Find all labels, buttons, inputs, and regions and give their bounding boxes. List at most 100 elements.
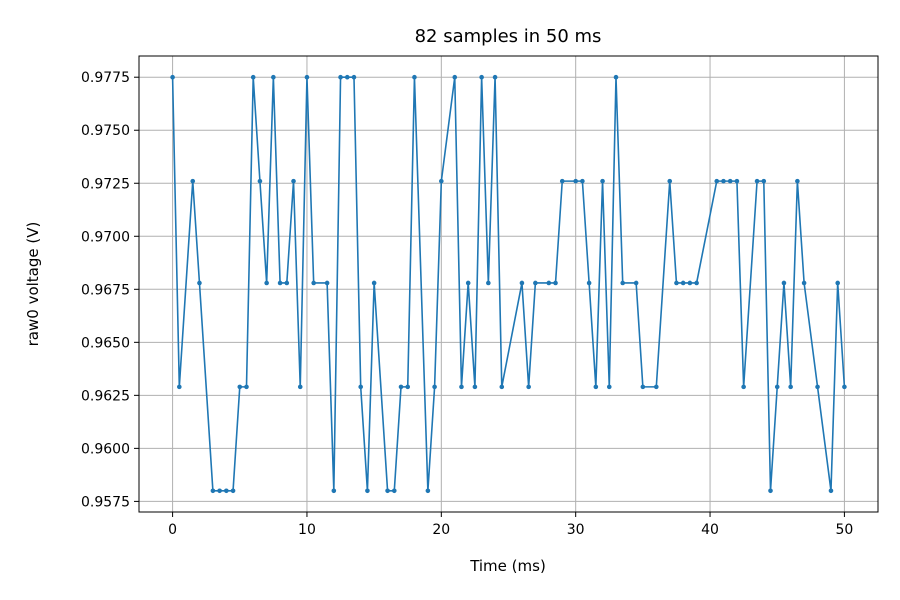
series-layer: [170, 74, 847, 494]
data-point: [667, 178, 673, 184]
data-point: [365, 488, 370, 494]
y-tick-label: 0.9750: [81, 123, 130, 139]
data-point: [331, 488, 337, 494]
data-point: [324, 280, 330, 286]
data-point: [479, 74, 484, 80]
data-point: [633, 280, 639, 286]
data-point: [526, 384, 531, 390]
data-point: [600, 178, 605, 184]
data-point: [674, 280, 679, 286]
y-tick-label: 0.9625: [81, 388, 130, 404]
data-point: [439, 178, 444, 184]
data-point: [190, 178, 196, 184]
data-point: [754, 178, 760, 184]
data-point: [344, 74, 350, 80]
x-tick-label: 30: [567, 522, 585, 538]
data-point: [580, 178, 585, 184]
data-point: [177, 384, 182, 390]
y-tick-label: 0.9700: [81, 229, 130, 245]
data-point: [210, 488, 216, 494]
data-point: [727, 178, 733, 184]
data-point: [398, 384, 404, 390]
data-point: [573, 178, 578, 184]
data-point: [351, 74, 357, 80]
data-point: [311, 280, 316, 286]
x-axis: 0 10 20 30 40 50: [168, 512, 853, 538]
data-point: [371, 280, 377, 286]
data-point: [741, 384, 746, 390]
data-point: [714, 178, 720, 184]
data-point: [277, 280, 283, 286]
data-point: [250, 74, 256, 80]
data-point: [472, 384, 478, 390]
data-point: [257, 178, 263, 184]
data-point: [761, 178, 767, 184]
x-tick-label: 20: [432, 522, 450, 538]
data-point: [640, 384, 646, 390]
y-tick-label: 0.9775: [81, 70, 130, 86]
data-point: [559, 178, 565, 184]
data-point: [230, 488, 236, 494]
data-point: [499, 384, 505, 390]
chart-title: 82 samples in 50 ms: [415, 26, 602, 47]
data-point: [297, 384, 303, 390]
data-point: [452, 74, 458, 80]
y-tick-label: 0.9725: [81, 176, 130, 192]
data-point: [519, 280, 525, 286]
data-point: [197, 280, 202, 286]
data-point: [620, 280, 626, 286]
data-point: [801, 280, 807, 286]
data-point: [237, 384, 243, 390]
data-point: [338, 74, 343, 80]
data-point: [606, 384, 612, 390]
data-point: [170, 74, 175, 80]
x-tick-label: 10: [298, 522, 316, 538]
data-point: [788, 384, 793, 390]
grid: [139, 56, 878, 512]
data-point: [385, 488, 390, 494]
data-point: [425, 488, 431, 494]
data-point: [459, 384, 464, 390]
data-point: [492, 74, 498, 80]
data-point: [358, 384, 364, 390]
data-point: [486, 280, 491, 286]
data-point: [465, 280, 471, 286]
data-point: [613, 74, 619, 80]
data-point: [405, 384, 411, 390]
x-tick-label: 0: [168, 522, 177, 538]
data-point: [264, 280, 269, 286]
y-tick-label: 0.9675: [81, 282, 130, 298]
data-point: [795, 178, 800, 184]
y-tick-label: 0.9600: [81, 441, 130, 457]
data-point: [815, 384, 820, 390]
x-tick-label: 40: [701, 522, 719, 538]
y-tick-label: 0.9575: [81, 494, 130, 510]
data-point: [412, 74, 417, 80]
data-point: [768, 488, 773, 494]
data-point: [835, 280, 840, 286]
data-point: [687, 280, 693, 286]
data-point: [586, 280, 592, 286]
x-tick-label: 50: [835, 522, 853, 538]
data-point: [734, 178, 740, 184]
y-axis: 0.9575 0.9600 0.9625 0.9650 0.9675 0.9700 0.97…: [81, 70, 139, 510]
data-point: [553, 280, 558, 286]
data-point: [546, 280, 552, 286]
data-point: [284, 280, 290, 286]
data-point: [432, 384, 437, 390]
data-point: [533, 280, 538, 286]
data-point: [291, 178, 296, 184]
data-point: [694, 280, 699, 286]
data-point: [842, 384, 847, 390]
y-tick-label: 0.9650: [81, 335, 130, 351]
data-point: [721, 178, 726, 184]
plot-area-frame: [138, 55, 879, 513]
data-point: [774, 384, 780, 390]
data-point: [304, 74, 310, 80]
data-point: [654, 384, 659, 390]
data-point: [781, 280, 787, 286]
data-point: [244, 384, 249, 390]
data-point: [593, 384, 599, 390]
